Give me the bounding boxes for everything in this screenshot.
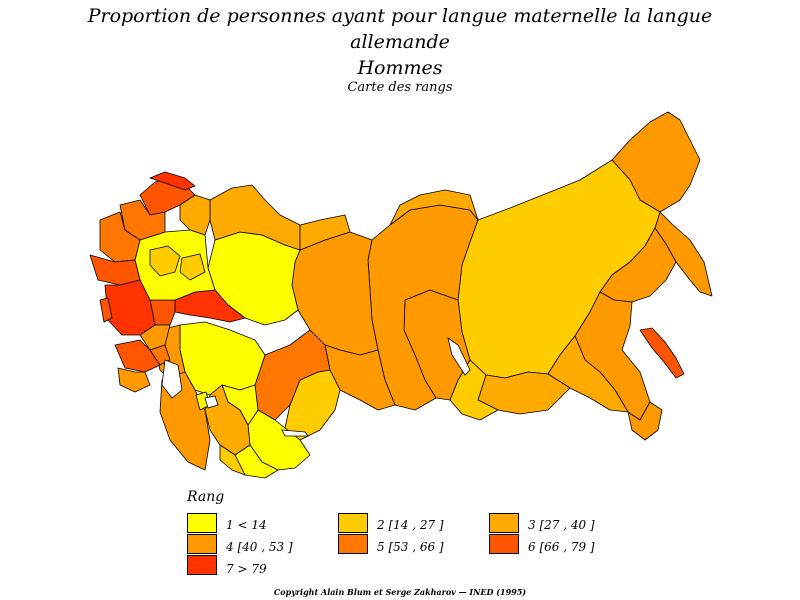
region-sakhalin	[639, 327, 685, 379]
caspian-sea	[161, 359, 183, 399]
region-amur	[547, 335, 629, 413]
region-buryatia	[449, 359, 499, 421]
region-arkhangelsk	[179, 194, 211, 236]
legend-title: Rang	[187, 489, 225, 505]
region-taimyr	[389, 189, 479, 226]
map-subtitle-sex: Hommes	[357, 57, 443, 79]
region-moscow	[149, 245, 181, 277]
region-transcaucasus	[117, 367, 151, 393]
region-yamal	[299, 214, 351, 251]
legend-swatch-5	[338, 534, 368, 554]
legend-label-5: 5 [53 , 66 ]	[377, 540, 444, 554]
legend-label-6: 6 [66 , 79 ]	[528, 540, 595, 554]
region-tajikistan	[219, 444, 246, 476]
region-murmansk	[149, 171, 196, 191]
region-kazakhstan-north	[179, 321, 266, 396]
legend-swatch-3	[489, 513, 519, 533]
legend-label-2: 2 [14 , 27 ]	[377, 518, 444, 532]
region-primorye	[627, 401, 663, 441]
lake-baikal	[447, 337, 471, 376]
map-title-continued: allemande	[350, 31, 450, 53]
region-moldova	[99, 297, 113, 323]
legend-label-3: 3 [27 , 40 ]	[528, 518, 595, 532]
legend-swatch-2	[338, 513, 368, 533]
map-subtitle-type: Carte des rangs	[347, 80, 453, 95]
map-title: Proportion de personnes ayant pour langu…	[87, 5, 713, 27]
legend-swatch-6	[489, 534, 519, 554]
copyright-notice: Copyright Alain Blum et Serge Zakharov —…	[273, 587, 527, 597]
legend-swatch-1	[187, 513, 217, 533]
legend-label-1: 1 < 14	[226, 518, 267, 532]
legend-label-7: 7 > 79	[226, 562, 267, 576]
region-nizhny	[179, 253, 206, 281]
legend-label-4: 4 [40 , 53 ]	[226, 540, 293, 554]
legend-swatch-4	[187, 534, 217, 554]
lake-balkhash	[281, 429, 309, 437]
aral-sea	[204, 395, 219, 409]
legend-swatch-7	[187, 555, 217, 575]
region-baltics	[99, 211, 141, 263]
